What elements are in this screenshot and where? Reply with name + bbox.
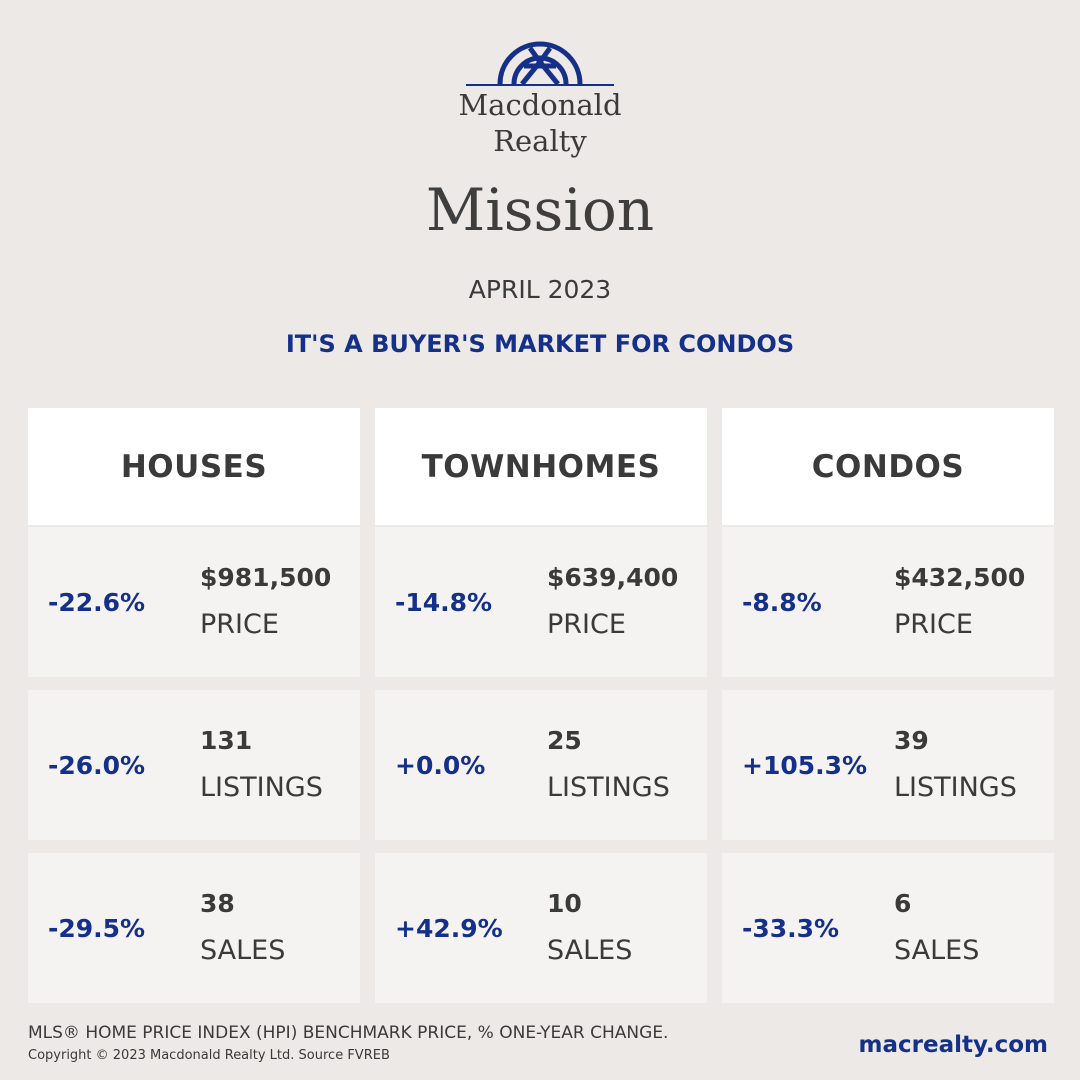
stat-value: 39 — [894, 726, 929, 755]
change: -14.8% — [395, 587, 493, 617]
change: -22.6% — [48, 587, 146, 617]
logo-text: Realty — [493, 124, 587, 158]
footer-note: MLS® HOME PRICE INDEX (HPI) BENCHMARK PR… — [28, 1023, 669, 1043]
stat-cell: +42.9% 10 SALES — [375, 853, 707, 1003]
stat-value: 6 — [894, 889, 912, 918]
stat-label: PRICE — [547, 609, 626, 640]
stat-label: SALES — [200, 935, 286, 966]
stat-cell: -14.8% $639,400 PRICE — [375, 527, 707, 677]
change: +0.0% — [395, 750, 486, 780]
change: +105.3% — [742, 750, 868, 780]
change: -33.3% — [742, 913, 840, 943]
stat-cell: -8.8% $432,500 PRICE — [722, 527, 1054, 677]
stat-value: 25 — [547, 726, 582, 755]
date: APRIL 2023 — [468, 275, 612, 304]
title: Mission — [425, 176, 655, 244]
stat-label: SALES — [547, 935, 633, 966]
headline: IT'S A BUYER'S MARKET FOR CONDOS — [285, 330, 795, 358]
website[interactable]: macrealty.com — [858, 1032, 1048, 1058]
change: +42.9% — [395, 913, 503, 943]
stat-cell: -29.5% 38 SALES — [28, 853, 360, 1003]
column-header: TOWNHOMES — [375, 408, 707, 525]
stat-value: 38 — [200, 889, 235, 918]
stat-cell: +0.0% 25 LISTINGS — [375, 690, 707, 840]
stat-label: PRICE — [894, 609, 973, 640]
logo-text: Macdonald — [458, 88, 622, 122]
stat-cell: -33.3% 6 SALES — [722, 853, 1054, 1003]
stat-label: SALES — [894, 935, 980, 966]
stat-label: LISTINGS — [894, 772, 1017, 803]
change: -29.5% — [48, 913, 146, 943]
stat-value: 10 — [547, 889, 582, 918]
stat-label: PRICE — [200, 609, 279, 640]
stat-label: LISTINGS — [547, 772, 670, 803]
column-header: CONDOS — [722, 408, 1054, 525]
stat-label: LISTINGS — [200, 772, 323, 803]
stat-value: $432,500 — [894, 563, 1026, 592]
column-header: HOUSES — [28, 408, 360, 525]
logo-mark — [466, 41, 614, 86]
copyright: Copyright © 2023 Macdonald Realty Ltd. S… — [28, 1048, 390, 1063]
stat-cell: +105.3% 39 LISTINGS — [722, 690, 1054, 840]
change: -8.8% — [742, 587, 822, 617]
change: -26.0% — [48, 750, 146, 780]
stat-cell: -26.0% 131 LISTINGS — [28, 690, 360, 840]
stat-value: 131 — [200, 726, 253, 755]
stat-value: $639,400 — [547, 563, 679, 592]
stat-value: $981,500 — [200, 563, 332, 592]
stat-cell: -22.6% $981,500 PRICE — [28, 527, 360, 677]
